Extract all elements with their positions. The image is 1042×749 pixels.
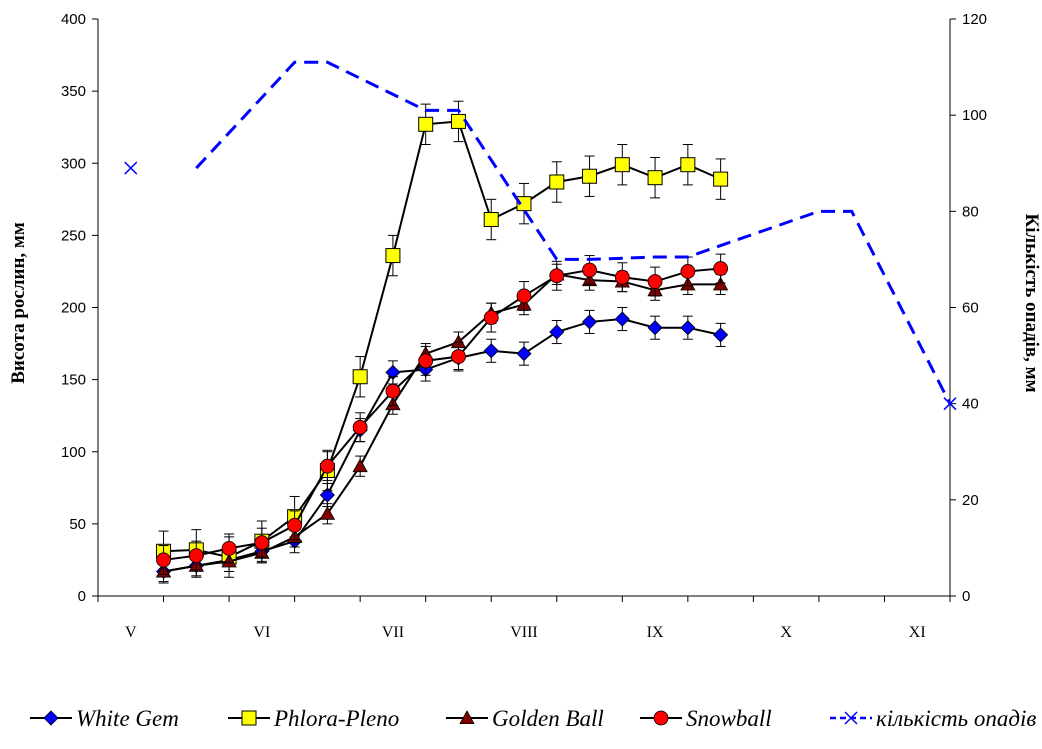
- y-axis-title-right: Кількість опадів, мм: [1021, 213, 1042, 392]
- legend-label: White Gem: [76, 706, 179, 731]
- legend-label: Golden Ball: [492, 706, 604, 731]
- data-point: [549, 268, 565, 284]
- y-tick-label-right: 60: [962, 300, 979, 317]
- y-tick-label-right: 120: [962, 11, 987, 28]
- data-point: [124, 161, 138, 175]
- y-tick-label-left: 200: [61, 300, 86, 317]
- series-line: [163, 273, 721, 573]
- left-axis-ticks: 0 50 100 150 200 250 300 350 400: [61, 11, 98, 605]
- data-point: [713, 261, 729, 276]
- series-line: [163, 318, 721, 573]
- series-phlora-pleno: [156, 100, 729, 578]
- data-point: [581, 314, 598, 330]
- data-point: [450, 113, 466, 129]
- data-point: [713, 171, 729, 187]
- series-line: [163, 120, 722, 559]
- series-snowball: [156, 253, 729, 575]
- data-point: [352, 419, 368, 435]
- data-point: [516, 346, 532, 362]
- legend-item: Golden Ball: [446, 706, 604, 731]
- y-tick-label-right: 0: [962, 588, 970, 605]
- data-point: [418, 353, 434, 369]
- y-tick-label-left: 100: [61, 444, 86, 461]
- data-point: [319, 487, 335, 503]
- data-point: [614, 311, 630, 327]
- data-point: [647, 274, 663, 289]
- data-point: [319, 505, 336, 520]
- data-point: [483, 310, 499, 325]
- series-line: [195, 60, 952, 405]
- data-point: [352, 458, 368, 473]
- data-point: [614, 269, 630, 285]
- data-point: [385, 383, 401, 399]
- data-point: [418, 116, 434, 132]
- data-point: [549, 324, 565, 340]
- x-tick-label: IX: [647, 624, 664, 641]
- series-golden-ball: [155, 263, 729, 583]
- series-layer: [124, 60, 957, 584]
- data-point: [680, 320, 696, 336]
- series-кількість-опадів: [124, 60, 957, 411]
- y-tick-label-left: 300: [61, 155, 86, 172]
- data-point: [352, 369, 368, 385]
- data-point: [712, 276, 729, 291]
- legend-item: White Gem: [30, 706, 179, 731]
- x-tick-label: X: [780, 624, 792, 641]
- y-tick-label-left: 150: [61, 372, 86, 389]
- legend-marker: [241, 710, 257, 726]
- x-tick-label: VII: [382, 624, 404, 641]
- data-point: [156, 552, 171, 568]
- legend-marker: [653, 710, 669, 726]
- x-tick-label: VI: [253, 624, 270, 641]
- legend-item: Phlora-Pleno: [228, 706, 399, 731]
- data-point: [680, 157, 696, 173]
- y-tick-label-left: 0: [78, 588, 86, 605]
- y-tick-label-left: 350: [61, 83, 86, 100]
- data-point: [582, 168, 598, 184]
- right-axis-ticks: 0 20 40 60 80 100 120: [950, 11, 987, 605]
- data-point: [221, 540, 237, 556]
- data-point: [943, 397, 957, 411]
- y-tick-label-left: 250: [61, 227, 86, 244]
- y-tick-label-right: 100: [962, 107, 987, 124]
- y-tick-label-right: 80: [962, 203, 979, 220]
- data-point: [483, 212, 499, 228]
- data-point: [483, 343, 499, 359]
- x-tick-label: VIII: [510, 624, 538, 641]
- series-line: [163, 267, 721, 561]
- legend-marker: [43, 710, 59, 726]
- legend-item: кількість опадів: [830, 706, 1036, 731]
- data-point: [713, 327, 729, 343]
- data-point: [451, 349, 466, 364]
- legend-label: Snowball: [686, 706, 772, 731]
- x-tick-label: V: [125, 624, 137, 641]
- data-point: [319, 458, 335, 474]
- data-point: [582, 262, 597, 278]
- y-tick-label-right: 40: [962, 396, 979, 413]
- legend-label: Phlora-Pleno: [273, 706, 399, 731]
- legend-marker: [844, 711, 858, 725]
- data-point: [188, 548, 204, 564]
- legend-item: Snowball: [640, 706, 772, 731]
- data-point: [614, 157, 630, 173]
- data-point: [385, 248, 401, 264]
- y-tick-label-right: 20: [962, 492, 979, 509]
- x-axis-ticks: V VI VII VIII IX X XI: [97, 596, 951, 641]
- x-tick-label: XI: [909, 624, 926, 641]
- y-axis-title-left: Висота рослин, мм: [8, 222, 29, 384]
- legend: White Gem Phlora-Pleno Golden Ball Snowball…: [30, 706, 1036, 731]
- data-point: [647, 170, 663, 186]
- data-point: [647, 320, 663, 336]
- data-point: [254, 535, 270, 551]
- legend-label: кількість опадів: [876, 706, 1036, 731]
- y-tick-label-left: 50: [69, 516, 86, 533]
- legend-marker: [459, 710, 475, 724]
- data-point: [287, 517, 303, 533]
- y-tick-label-left: 400: [61, 11, 86, 28]
- data-point: [516, 196, 532, 212]
- data-point: [549, 174, 565, 190]
- data-point: [680, 264, 696, 279]
- data-point: [516, 288, 532, 304]
